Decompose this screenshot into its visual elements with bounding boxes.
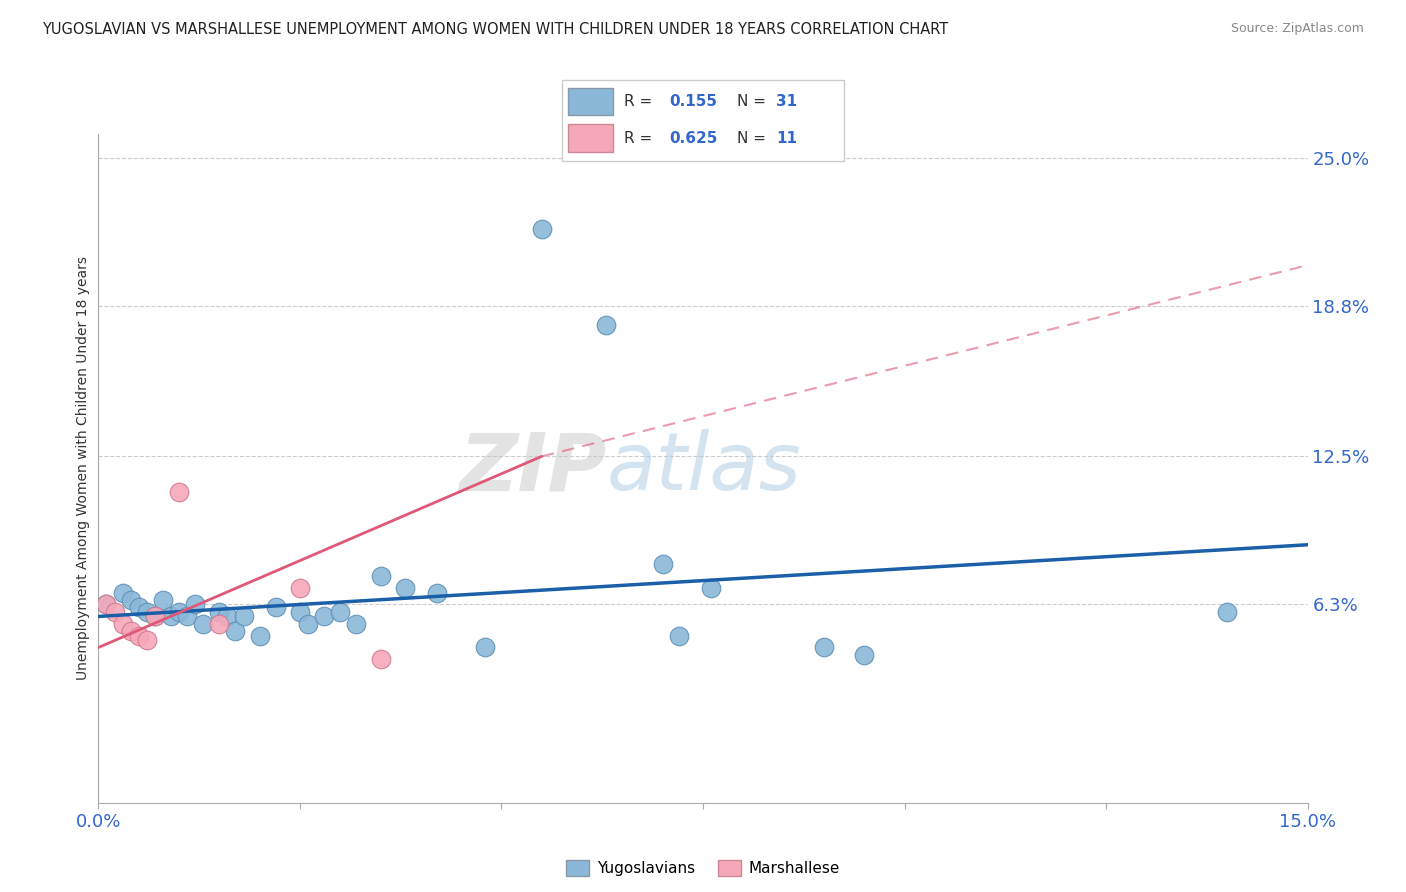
- Point: [264, 599, 287, 614]
- Point: [143, 609, 166, 624]
- Point: [394, 581, 416, 595]
- Point: [853, 648, 876, 662]
- Point: [370, 569, 392, 583]
- Text: 0.625: 0.625: [669, 130, 717, 145]
- Point: [111, 616, 134, 631]
- Point: [208, 616, 231, 631]
- Point: [103, 605, 125, 619]
- Point: [128, 599, 150, 614]
- Point: [160, 609, 183, 624]
- Point: [426, 585, 449, 599]
- Point: [232, 609, 254, 624]
- Point: [184, 598, 207, 612]
- Text: R =: R =: [624, 94, 658, 109]
- Point: [143, 609, 166, 624]
- Point: [474, 640, 496, 655]
- Text: YUGOSLAVIAN VS MARSHALLESE UNEMPLOYMENT AMONG WOMEN WITH CHILDREN UNDER 18 YEARS: YUGOSLAVIAN VS MARSHALLESE UNEMPLOYMENT …: [42, 22, 949, 37]
- FancyBboxPatch shape: [568, 125, 613, 152]
- Point: [135, 605, 157, 619]
- Point: [111, 585, 134, 599]
- Point: [651, 557, 673, 571]
- Point: [314, 609, 336, 624]
- Point: [288, 605, 311, 619]
- Point: [700, 581, 723, 595]
- Text: ZIP: ZIP: [458, 429, 606, 508]
- Point: [224, 624, 246, 638]
- FancyBboxPatch shape: [568, 87, 613, 115]
- Point: [1216, 605, 1239, 619]
- Point: [135, 633, 157, 648]
- Point: [217, 609, 239, 624]
- Text: N =: N =: [737, 94, 770, 109]
- Point: [595, 318, 617, 332]
- Text: Source: ZipAtlas.com: Source: ZipAtlas.com: [1230, 22, 1364, 36]
- Point: [329, 605, 352, 619]
- Point: [193, 616, 215, 631]
- Legend: Yugoslavians, Marshallese: Yugoslavians, Marshallese: [560, 854, 846, 882]
- Text: N =: N =: [737, 130, 770, 145]
- Point: [297, 616, 319, 631]
- Text: atlas: atlas: [606, 429, 801, 508]
- Point: [668, 629, 690, 643]
- Point: [152, 592, 174, 607]
- Point: [167, 485, 190, 500]
- Point: [249, 629, 271, 643]
- Point: [370, 652, 392, 666]
- Y-axis label: Unemployment Among Women with Children Under 18 years: Unemployment Among Women with Children U…: [76, 256, 90, 681]
- Point: [176, 609, 198, 624]
- Text: R =: R =: [624, 130, 658, 145]
- Point: [530, 222, 553, 236]
- Text: 11: 11: [776, 130, 797, 145]
- Point: [288, 581, 311, 595]
- Point: [96, 598, 118, 612]
- Point: [208, 605, 231, 619]
- Point: [128, 629, 150, 643]
- Point: [813, 640, 835, 655]
- Point: [344, 616, 367, 631]
- Text: 0.155: 0.155: [669, 94, 717, 109]
- Point: [167, 605, 190, 619]
- Point: [120, 592, 142, 607]
- Point: [96, 598, 118, 612]
- Text: 31: 31: [776, 94, 797, 109]
- Point: [120, 624, 142, 638]
